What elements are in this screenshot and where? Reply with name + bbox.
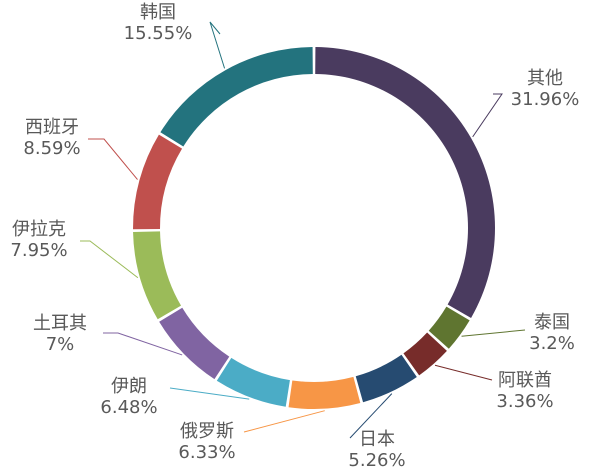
slice-value-泰国: 3.2% [529,333,575,354]
slice-value-伊朗: 6.48% [100,397,157,418]
slice-name-伊拉克: 伊拉克 [12,219,66,240]
slice-value-其他: 31.96% [511,89,580,110]
slice-name-泰国: 泰国 [534,312,570,333]
slice-name-韩国: 韩国 [140,2,176,23]
slice-value-韩国: 15.55% [124,23,193,44]
slice-name-俄罗斯: 俄罗斯 [180,421,234,442]
slice-value-日本: 5.26% [348,450,405,471]
slice-value-西班牙: 8.59% [23,138,80,159]
leader-line-伊朗 [169,387,250,400]
slice-伊拉克 [133,231,182,320]
leader-lines [80,21,526,439]
leader-line-土耳其 [103,332,183,356]
leader-line-其他 [472,93,503,138]
slice-日本 [355,354,417,403]
leader-line-日本 [349,393,393,439]
leader-line-俄罗斯 [243,410,325,433]
slice-value-土耳其: 7% [46,334,75,355]
slice-韩国 [160,47,313,147]
slice-俄罗斯 [288,376,361,409]
slice-name-其他: 其他 [527,68,563,89]
slice-name-伊朗: 伊朗 [111,376,147,397]
slice-value-阿联酋: 3.36% [496,391,553,412]
leader-line-伊拉克 [80,240,139,279]
slice-西班牙 [133,134,183,230]
slice-name-土耳其: 土耳其 [33,313,87,334]
leader-line-泰国 [461,329,526,337]
slice-value-俄罗斯: 6.33% [178,442,235,463]
leader-line-西班牙 [88,138,138,180]
slice-其他 [315,47,495,318]
slice-name-西班牙: 西班牙 [25,117,79,138]
leader-line-韩国 [209,21,226,69]
slice-土耳其 [159,307,230,380]
donut-slices [133,47,495,409]
leader-line-阿联酋 [434,364,493,381]
slice-阿联酋 [403,332,447,376]
slice-伊朗 [216,357,290,407]
slice-value-伊拉克: 7.95% [10,240,67,261]
slice-泰国 [428,306,470,349]
slice-name-日本: 日本 [359,429,395,450]
slice-name-阿联酋: 阿联酋 [498,370,552,391]
